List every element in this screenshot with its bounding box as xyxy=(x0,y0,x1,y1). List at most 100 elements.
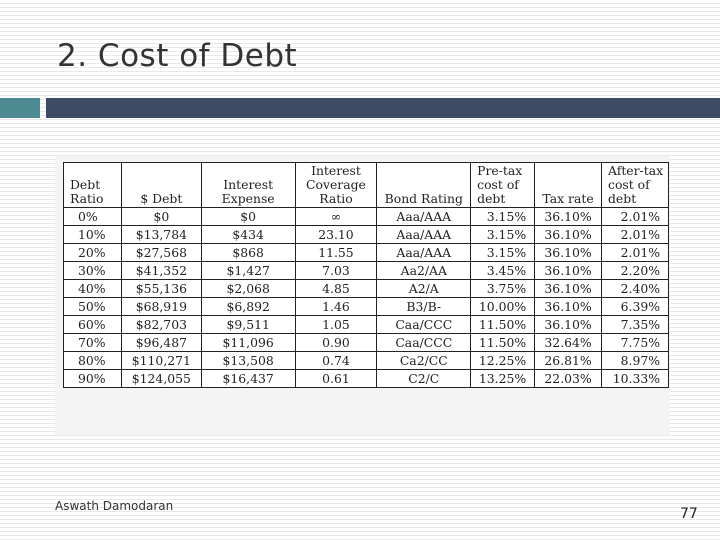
table-row: 40% $55,136 $2,068 4.85 A2/A 3.75% 36.10% 2.40% xyxy=(63,279,669,298)
cell-dollar-debt: $110,271 xyxy=(120,351,202,370)
cell-debt-ratio: 70% xyxy=(63,333,122,352)
cell-pretax-cost: 3.15% xyxy=(470,243,536,262)
cell-bond-rating: A2/A xyxy=(376,279,472,298)
cell-pretax-cost: 12.25% xyxy=(470,351,536,370)
cell-tax-rate: 36.10% xyxy=(534,207,602,226)
cell-tax-rate: 26.81% xyxy=(534,351,602,370)
cost-of-debt-table: Debt Ratio $ Debt Interest Expense Inter… xyxy=(63,162,669,388)
cell-aftertax-cost: 2.01% xyxy=(601,207,669,226)
cell-pretax-cost: 11.50% xyxy=(470,315,536,334)
cell-tax-rate: 36.10% xyxy=(534,261,602,280)
cell-bond-rating: C2/C xyxy=(376,369,472,388)
cell-pretax-cost: 13.25% xyxy=(470,369,536,388)
cell-tax-rate: 36.10% xyxy=(534,225,602,244)
cell-interest-expense: $2,068 xyxy=(200,279,296,298)
table-row: 70% $96,487 $11,096 0.90 Caa/CCC 11.50% 32.64%… xyxy=(63,333,669,352)
cell-aftertax-cost: 2.01% xyxy=(601,243,669,262)
table-row: 60% $82,703 $9,511 1.05 Caa/CCC 11.50% 36.10% 7… xyxy=(63,315,669,334)
page-number: 77 xyxy=(680,506,698,522)
cell-bond-rating: Caa/CCC xyxy=(376,333,472,352)
cell-tax-rate: 32.64% xyxy=(534,333,602,352)
table-row: 10% $13,784 $434 23.10 Aaa/AAA 3.15% 36.10% 2.0… xyxy=(63,225,669,244)
title-accent-bar-left xyxy=(0,98,40,118)
cell-pretax-cost: 3.15% xyxy=(470,207,536,226)
cell-bond-rating: B3/B- xyxy=(376,297,472,316)
cell-bond-rating: Ca2/CC xyxy=(376,351,472,370)
cell-interest-expense: $13,508 xyxy=(200,351,296,370)
cell-pretax-cost: 10.00% xyxy=(470,297,536,316)
table-row: 0% $0 $0 ∞ Aaa/AAA 3.15% 36.10% 2.01% xyxy=(63,207,669,226)
header-aftertax-cost-of-debt: After-tax cost of debt xyxy=(601,162,669,208)
cell-aftertax-cost: 2.01% xyxy=(601,225,669,244)
cell-pretax-cost: 11.50% xyxy=(470,333,536,352)
cell-dollar-debt: $13,784 xyxy=(120,225,202,244)
table-row: 20% $27,568 $868 11.55 Aaa/AAA 3.15% 36.10% 2.0… xyxy=(63,243,669,262)
cell-aftertax-cost: 2.20% xyxy=(601,261,669,280)
cell-interest-coverage: 23.10 xyxy=(294,225,378,244)
cell-debt-ratio: 80% xyxy=(63,351,122,370)
cell-aftertax-cost: 7.75% xyxy=(601,333,669,352)
cell-dollar-debt: $124,055 xyxy=(120,369,202,388)
header-tax-rate: Tax rate xyxy=(534,162,602,208)
cell-interest-expense: $6,892 xyxy=(200,297,296,316)
cell-dollar-debt: $27,568 xyxy=(120,243,202,262)
cell-tax-rate: 36.10% xyxy=(534,243,602,262)
cell-aftertax-cost: 7.35% xyxy=(601,315,669,334)
cell-bond-rating: Aa2/AA xyxy=(376,261,472,280)
table-row: 80% $110,271 $13,508 0.74 Ca2/CC 12.25% 26.81%… xyxy=(63,351,669,370)
cell-interest-expense: $868 xyxy=(200,243,296,262)
cell-interest-coverage: 7.03 xyxy=(294,261,378,280)
cell-bond-rating: Caa/CCC xyxy=(376,315,472,334)
header-pretax-cost-of-debt: Pre-tax cost of debt xyxy=(470,162,536,208)
header-dollar-debt: $ Debt xyxy=(120,162,202,208)
cell-interest-coverage: 1.46 xyxy=(294,297,378,316)
cell-interest-expense: $0 xyxy=(200,207,296,226)
cell-interest-expense: $9,511 xyxy=(200,315,296,334)
cell-debt-ratio: 30% xyxy=(63,261,122,280)
header-interest-coverage-ratio: Interest Coverage Ratio xyxy=(294,162,378,208)
cell-interest-expense: $1,427 xyxy=(200,261,296,280)
cell-debt-ratio: 90% xyxy=(63,369,122,388)
cell-dollar-debt: $55,136 xyxy=(120,279,202,298)
cell-aftertax-cost: 2.40% xyxy=(601,279,669,298)
cell-tax-rate: 36.10% xyxy=(534,297,602,316)
cell-interest-coverage: 11.55 xyxy=(294,243,378,262)
cell-interest-coverage: ∞ xyxy=(294,207,378,226)
cell-debt-ratio: 40% xyxy=(63,279,122,298)
cell-dollar-debt: $0 xyxy=(120,207,202,226)
table-header-row: Debt Ratio $ Debt Interest Expense Inter… xyxy=(63,162,669,208)
cell-interest-coverage: 4.85 xyxy=(294,279,378,298)
cell-pretax-cost: 3.15% xyxy=(470,225,536,244)
cell-bond-rating: Aaa/AAA xyxy=(376,225,472,244)
cell-aftertax-cost: 6.39% xyxy=(601,297,669,316)
cell-dollar-debt: $41,352 xyxy=(120,261,202,280)
header-interest-expense: Interest Expense xyxy=(200,162,296,208)
cell-aftertax-cost: 8.97% xyxy=(601,351,669,370)
cell-pretax-cost: 3.45% xyxy=(470,261,536,280)
table-row: 30% $41,352 $1,427 7.03 Aa2/AA 3.45% 36.10% 2.2… xyxy=(63,261,669,280)
cell-debt-ratio: 50% xyxy=(63,297,122,316)
cell-dollar-debt: $82,703 xyxy=(120,315,202,334)
cell-debt-ratio: 10% xyxy=(63,225,122,244)
cell-bond-rating: Aaa/AAA xyxy=(376,207,472,226)
cell-pretax-cost: 3.75% xyxy=(470,279,536,298)
cell-interest-expense: $434 xyxy=(200,225,296,244)
cell-debt-ratio: 60% xyxy=(63,315,122,334)
cell-interest-expense: $11,096 xyxy=(200,333,296,352)
cell-bond-rating: Aaa/AAA xyxy=(376,243,472,262)
header-bond-rating: Bond Rating xyxy=(376,162,472,208)
cell-aftertax-cost: 10.33% xyxy=(601,369,669,388)
cell-interest-expense: $16,437 xyxy=(200,369,296,388)
cell-debt-ratio: 0% xyxy=(63,207,122,226)
cell-interest-coverage: 0.61 xyxy=(294,369,378,388)
slide-title: 2. Cost of Debt xyxy=(57,38,298,74)
cell-interest-coverage: 0.74 xyxy=(294,351,378,370)
header-debt-ratio: Debt Ratio xyxy=(63,162,122,208)
author-footer: Aswath Damodaran xyxy=(55,499,174,513)
cell-debt-ratio: 20% xyxy=(63,243,122,262)
cell-dollar-debt: $96,487 xyxy=(120,333,202,352)
cell-tax-rate: 36.10% xyxy=(534,279,602,298)
cell-interest-coverage: 0.90 xyxy=(294,333,378,352)
table-row: 50% $68,919 $6,892 1.46 B3/B- 10.00% 36.10% 6.3… xyxy=(63,297,669,316)
cell-interest-coverage: 1.05 xyxy=(294,315,378,334)
